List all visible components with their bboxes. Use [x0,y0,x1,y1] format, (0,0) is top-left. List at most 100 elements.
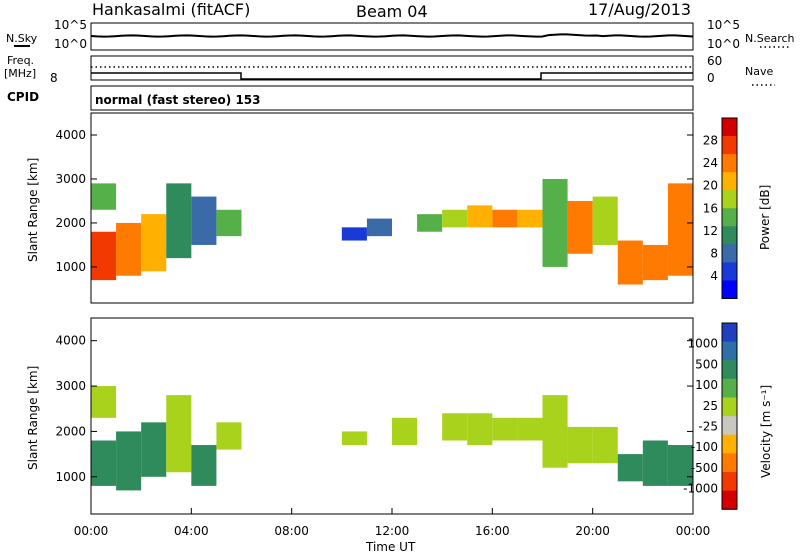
colorbar-tick-label: 20 [703,179,718,193]
beam-title: Beam 04 [356,2,428,21]
colorbar-tick-label: 500 [695,357,718,371]
velocity-ylabel: Slant Range [km] [26,366,40,470]
heatmap-cell [166,395,192,473]
heatmap-cell [592,426,618,464]
colorbar-tick-label: 28 [703,134,718,148]
heatmap-cell [492,417,518,441]
noise-sky-line [90,33,694,38]
freq-panel: Freq. [MHz] 8 60 0 Nave [4,54,775,86]
heatmap-cell [141,214,167,272]
heatmap-cell [442,209,468,228]
heatmap-cell [166,183,192,259]
x-tick-label: 20:00 [575,524,610,538]
colorbar-swatch [722,154,737,173]
colorbar-swatch [722,323,737,343]
heatmap-cell [91,183,117,210]
noise-right-tick-top: 10^5 [707,18,740,32]
colorbar-tick-label: 16 [703,201,718,215]
y-tick-label: 3000 [55,379,86,393]
colorbar-tick-label: 4 [710,269,718,283]
colorbar-swatch [722,226,737,245]
colorbar-frame [721,322,738,510]
x-tick-label: 16:00 [475,524,510,538]
colorbar-tick-label: 25 [703,399,718,413]
heatmap-cell [642,244,668,281]
colorbar-frame [721,117,738,299]
freq-panel-frame [90,55,694,81]
power-ylabel: Slant Range [km] [26,158,40,262]
heatmap-cell [467,413,493,446]
heatmap-cell [392,417,418,446]
heatmap-cell [567,426,593,464]
noise-left-tick-top: 10^5 [54,18,87,32]
heatmap-cell [667,183,693,276]
heatmap-cell [617,240,643,285]
heatmap-cell [417,214,443,232]
colorbar-tick-label: -1000 [683,482,718,496]
noise-sky-label: N.Sky [6,32,38,45]
velocity-y-ticks: 4000 3000 2000 1000 [55,334,693,484]
colorbar-tick-label: -500 [691,461,718,475]
y-tick-label: 1000 [55,470,86,484]
colorbar-tick-label: -100 [691,440,718,454]
noise-left-tick-bottom: 10^0 [54,37,87,51]
colorbar-tick-label: 1000 [687,337,718,351]
noise-panel: 10^5 10^0 10^5 10^0 N.Sky N.Search [6,18,795,51]
freq-label-2: [MHz] [4,67,36,80]
velocity-colorbar: 1000 500 100 25 -25 -100 -500 -1000 [683,322,738,510]
colorbar-swatch [722,471,737,492]
date-title: 17/Aug/2013 [588,0,691,19]
heatmap-cell [341,227,367,241]
heatmap-cell [216,209,242,237]
nave-label: Nave [745,65,773,78]
colorbar-tick-label: -25 [698,419,718,433]
heatmap-cell [567,200,593,254]
y-tick-label: 4000 [55,128,86,142]
freq-label-1: Freq. [7,54,34,67]
power-panel: 4000 3000 2000 1000 Slant Range [km] 28 24 20… [26,112,772,304]
colorbar-tick-label: 12 [703,224,718,238]
colorbar-swatch [722,434,737,454]
heatmap-cell [517,209,543,228]
heatmap-cell [341,431,367,446]
heatmap-cell [642,440,668,486]
cpid-panel-frame [90,85,694,111]
heatmap-cell [667,445,693,486]
heatmap-cell [191,196,217,245]
x-tick-label: 00:00 [676,524,711,538]
noise-search-label: N.Search [745,32,795,45]
noise-right-tick-bottom: 10^0 [707,37,740,51]
power-colorbar: 28 24 20 16 12 8 4 [703,117,738,299]
heatmap-cell [467,205,493,228]
colorbar-swatch [722,208,737,227]
nave-tick-top: 60 [707,54,722,68]
y-tick-label: 1000 [55,260,86,274]
x-tick-label: 00:00 [74,524,109,538]
x-tick-label: 04:00 [174,524,209,538]
y-tick-label: 3000 [55,172,86,186]
heatmap-cell [91,440,117,486]
heatmap-cell [216,422,242,450]
velocity-colorbar-label: Velocity [m s⁻¹] [759,385,773,478]
x-tick-label: 08:00 [274,524,309,538]
colorbar-swatch [722,262,737,281]
velocity-panel: 4000 3000 2000 1000 Slant Range [km] 1000 50… [26,317,773,554]
heatmap-cell [91,386,117,418]
freq-left-tick: 8 [50,71,58,85]
heatmap-cell [542,178,568,267]
heatmap-cell [116,222,142,276]
time-x-ticks: 00:00 04:00 08:00 12:00 16:00 20:00 00:00 [74,508,711,538]
heatmap-cell [617,454,643,482]
colorbar-swatch [722,378,737,398]
heatmap-cell [191,445,217,486]
heatmap-cell [592,196,618,245]
cpid-label: CPID [7,90,39,104]
colorbar-swatch [722,397,737,417]
colorbar-swatch [722,118,737,137]
velocity-heatmap [91,386,693,491]
colorbar-swatch [722,244,737,263]
heatmap-cell [542,395,568,468]
heatmap-cell [91,231,117,281]
heatmap-cell [492,209,518,228]
